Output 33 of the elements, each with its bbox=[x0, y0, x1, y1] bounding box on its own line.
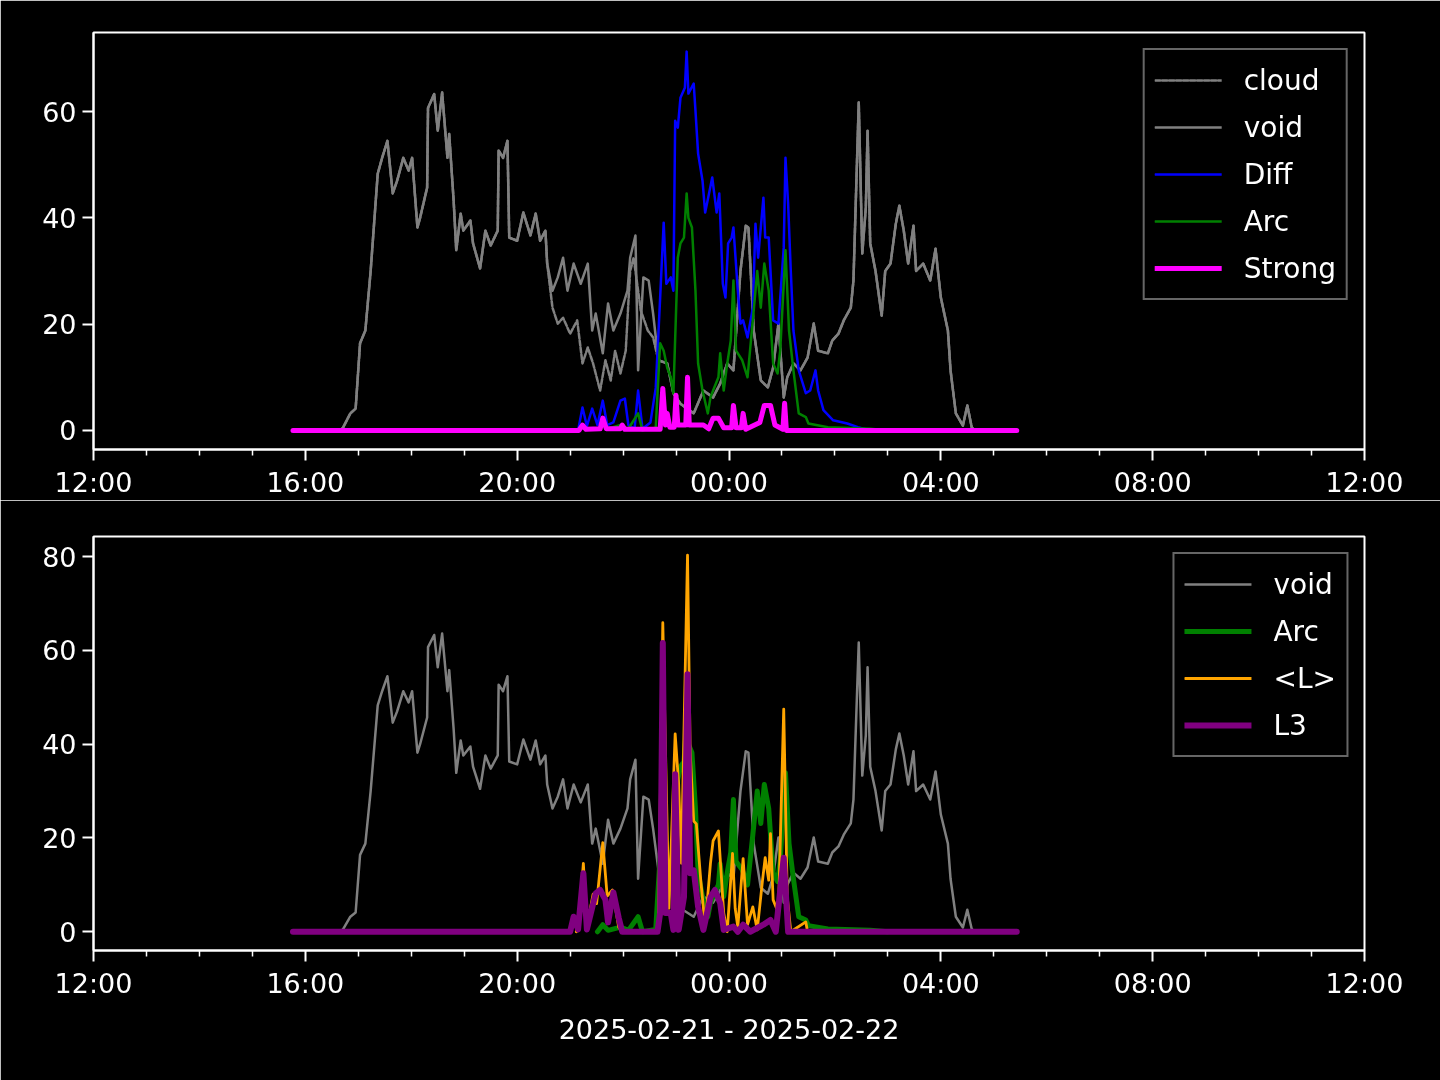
y-tick-label: 40 bbox=[42, 729, 77, 761]
y-tick-label: 40 bbox=[42, 202, 77, 234]
y-tick-label: 20 bbox=[42, 309, 77, 341]
y-tick-label: 60 bbox=[42, 96, 77, 128]
legend-label: Arc bbox=[1243, 203, 1290, 240]
legend-label: cloud bbox=[1243, 62, 1320, 99]
x-tick-label: 20:00 bbox=[478, 967, 557, 999]
x-axis-title: 2025-02-21 - 2025-02-22 bbox=[558, 1013, 900, 1045]
legend-label: void bbox=[1243, 109, 1303, 146]
x-tick-label: 12:00 bbox=[1325, 466, 1404, 498]
x-tick-label: 16:00 bbox=[266, 967, 345, 999]
x-tick-label: 04:00 bbox=[901, 967, 980, 999]
x-tick-label: 20:00 bbox=[478, 466, 557, 498]
y-tick-label: 80 bbox=[42, 541, 77, 573]
y-tick-label: 0 bbox=[59, 415, 77, 447]
legend-label: Strong bbox=[1243, 250, 1336, 287]
legend-label: L3 bbox=[1273, 707, 1307, 744]
x-tick-label: 12:00 bbox=[1325, 967, 1404, 999]
x-tick-label: 08:00 bbox=[1113, 967, 1192, 999]
y-tick-label: 60 bbox=[42, 635, 77, 667]
legend-label: void bbox=[1273, 566, 1333, 603]
y-tick-label: 20 bbox=[42, 822, 77, 854]
x-tick-label: 12:00 bbox=[54, 466, 133, 498]
y-tick-label: 0 bbox=[59, 916, 77, 948]
x-tick-label: 00:00 bbox=[690, 967, 768, 999]
legend-label: Arc bbox=[1273, 613, 1319, 650]
x-tick-label: 04:00 bbox=[901, 466, 980, 498]
legend-label: Diff bbox=[1243, 156, 1293, 193]
x-tick-label: 16:00 bbox=[266, 466, 345, 498]
legend-label: <L> bbox=[1273, 660, 1336, 697]
x-tick-label: 08:00 bbox=[1113, 466, 1192, 498]
x-tick-label: 00:00 bbox=[690, 466, 768, 498]
x-tick-label: 12:00 bbox=[54, 967, 133, 999]
